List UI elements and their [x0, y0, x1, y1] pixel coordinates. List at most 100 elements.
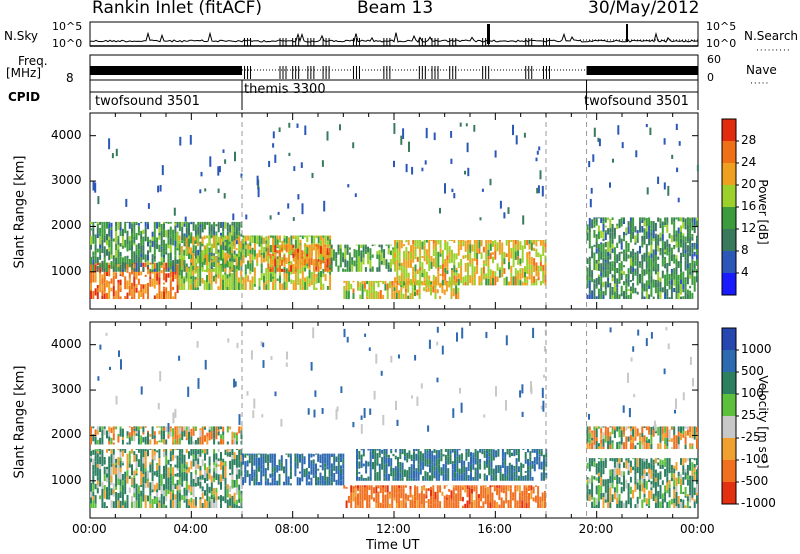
velocity-echo-5 — [588, 443, 591, 446]
velocity-echo-0 — [220, 452, 222, 461]
power-echo-7 — [668, 252, 671, 257]
power-echo-6 — [473, 251, 476, 258]
velocity-echo-5 — [645, 440, 648, 444]
velocity-echo-0 — [235, 504, 238, 508]
velocity-echo-0 — [133, 451, 136, 455]
power-echo-6 — [437, 257, 440, 267]
velocity-echo-0 — [213, 478, 216, 483]
power-echo-4 — [355, 249, 358, 259]
velocity-echo-2 — [310, 480, 313, 486]
power-echo-0 — [131, 296, 133, 299]
velocity-echo-0 — [215, 500, 218, 504]
velocity-echo-6 — [641, 460, 644, 463]
power-scatter — [288, 152, 291, 156]
power-echo-7 — [680, 279, 682, 284]
power-echo-1 — [174, 233, 177, 241]
velocity-echo-2 — [335, 479, 338, 484]
velocity-echo-4 — [378, 469, 381, 474]
power-echo-2 — [301, 266, 304, 271]
velocity-echo-5 — [639, 440, 641, 444]
velocity-echo-0 — [153, 451, 156, 456]
power-echo-6 — [501, 242, 504, 247]
power-echo-5 — [366, 280, 369, 285]
power-echo-1 — [169, 252, 172, 261]
power-echo-6 — [410, 260, 412, 268]
velocity-echo-6 — [607, 478, 610, 485]
power-echo-0 — [169, 292, 172, 299]
velocity-echo-4 — [381, 449, 384, 454]
power-echo-1 — [140, 234, 143, 240]
power-scatter — [352, 142, 355, 149]
velocity-echo-2 — [321, 460, 324, 464]
velocity-echo-3 — [518, 495, 521, 505]
velocity-colorbar-tick-label: -1000 — [741, 496, 776, 510]
velocity-echo-3 — [496, 485, 499, 488]
power-echo-2 — [288, 251, 291, 255]
power-echo-1 — [199, 224, 202, 228]
power-echo-6 — [533, 258, 536, 266]
power-echo-4 — [346, 260, 349, 268]
velocity-echo-2 — [242, 455, 244, 461]
power-echo-2 — [235, 256, 238, 259]
power-scatter — [667, 185, 670, 196]
velocity-echo-0 — [106, 487, 108, 493]
velocity-echo-1 — [217, 426, 220, 430]
velocity-echo-0 — [142, 483, 145, 491]
power-echo-3 — [326, 267, 329, 272]
velocity-echo-5 — [666, 429, 669, 439]
power-echo-3 — [317, 244, 320, 249]
velocity-echo-4 — [508, 449, 511, 452]
velocity-echo-5 — [604, 435, 607, 443]
velocity-echo-4 — [413, 449, 415, 452]
power-echo-7 — [602, 217, 605, 222]
power-echo-7 — [602, 271, 605, 278]
velocity-echo-4 — [517, 466, 520, 473]
power-echo-4 — [364, 267, 367, 272]
power-echo-3 — [317, 259, 320, 262]
power-echo-1 — [140, 245, 143, 254]
power-echo-1 — [90, 228, 92, 231]
power-echo-0 — [137, 278, 140, 285]
velocity-echo-5 — [668, 429, 671, 432]
power-echo-1 — [169, 221, 172, 224]
velocity-echo-2 — [333, 455, 336, 461]
power-echo-1 — [163, 228, 165, 238]
power-echo-0 — [142, 292, 145, 300]
velocity-echo-2 — [319, 454, 322, 464]
power-echo-4 — [364, 249, 367, 254]
power-echo-6 — [485, 253, 488, 263]
velocity-echo-0 — [183, 471, 186, 481]
power-echo-7 — [586, 294, 589, 299]
power-echo-2 — [212, 235, 215, 242]
power-echo-3 — [294, 267, 297, 272]
power-echo-7 — [611, 287, 614, 290]
power-echo-2 — [242, 237, 245, 244]
velocity-echo-0 — [99, 450, 102, 455]
power-echo-7 — [654, 286, 657, 294]
power-echo-0 — [126, 292, 129, 299]
velocity-echo-0 — [131, 477, 133, 485]
velocity-echo-0 — [172, 485, 175, 490]
power-echo-7 — [591, 246, 594, 251]
velocity-echo-0 — [208, 465, 211, 469]
power-echo-7 — [588, 232, 591, 239]
velocity-echo-6 — [611, 482, 614, 489]
velocity-echo-0 — [215, 467, 218, 474]
power-echo-7 — [677, 233, 680, 239]
velocity-echo-0 — [165, 449, 168, 456]
power-echo-6 — [510, 276, 513, 286]
power-echo-6 — [526, 252, 529, 259]
power-echo-7 — [616, 284, 619, 288]
power-echo-7 — [657, 237, 660, 246]
velocity-echo-3 — [414, 486, 416, 491]
power-echo-7 — [618, 235, 621, 244]
power-echo-7 — [689, 228, 692, 238]
velocity-echo-2 — [253, 457, 256, 466]
velocity-echo-6 — [629, 490, 632, 495]
velocity-echo-0 — [151, 472, 154, 475]
power-echo-2 — [292, 282, 295, 290]
velocity-echo-4 — [417, 454, 420, 457]
power-echo-7 — [618, 278, 621, 282]
power-echo-2 — [231, 273, 234, 279]
power-echo-7 — [623, 271, 625, 275]
